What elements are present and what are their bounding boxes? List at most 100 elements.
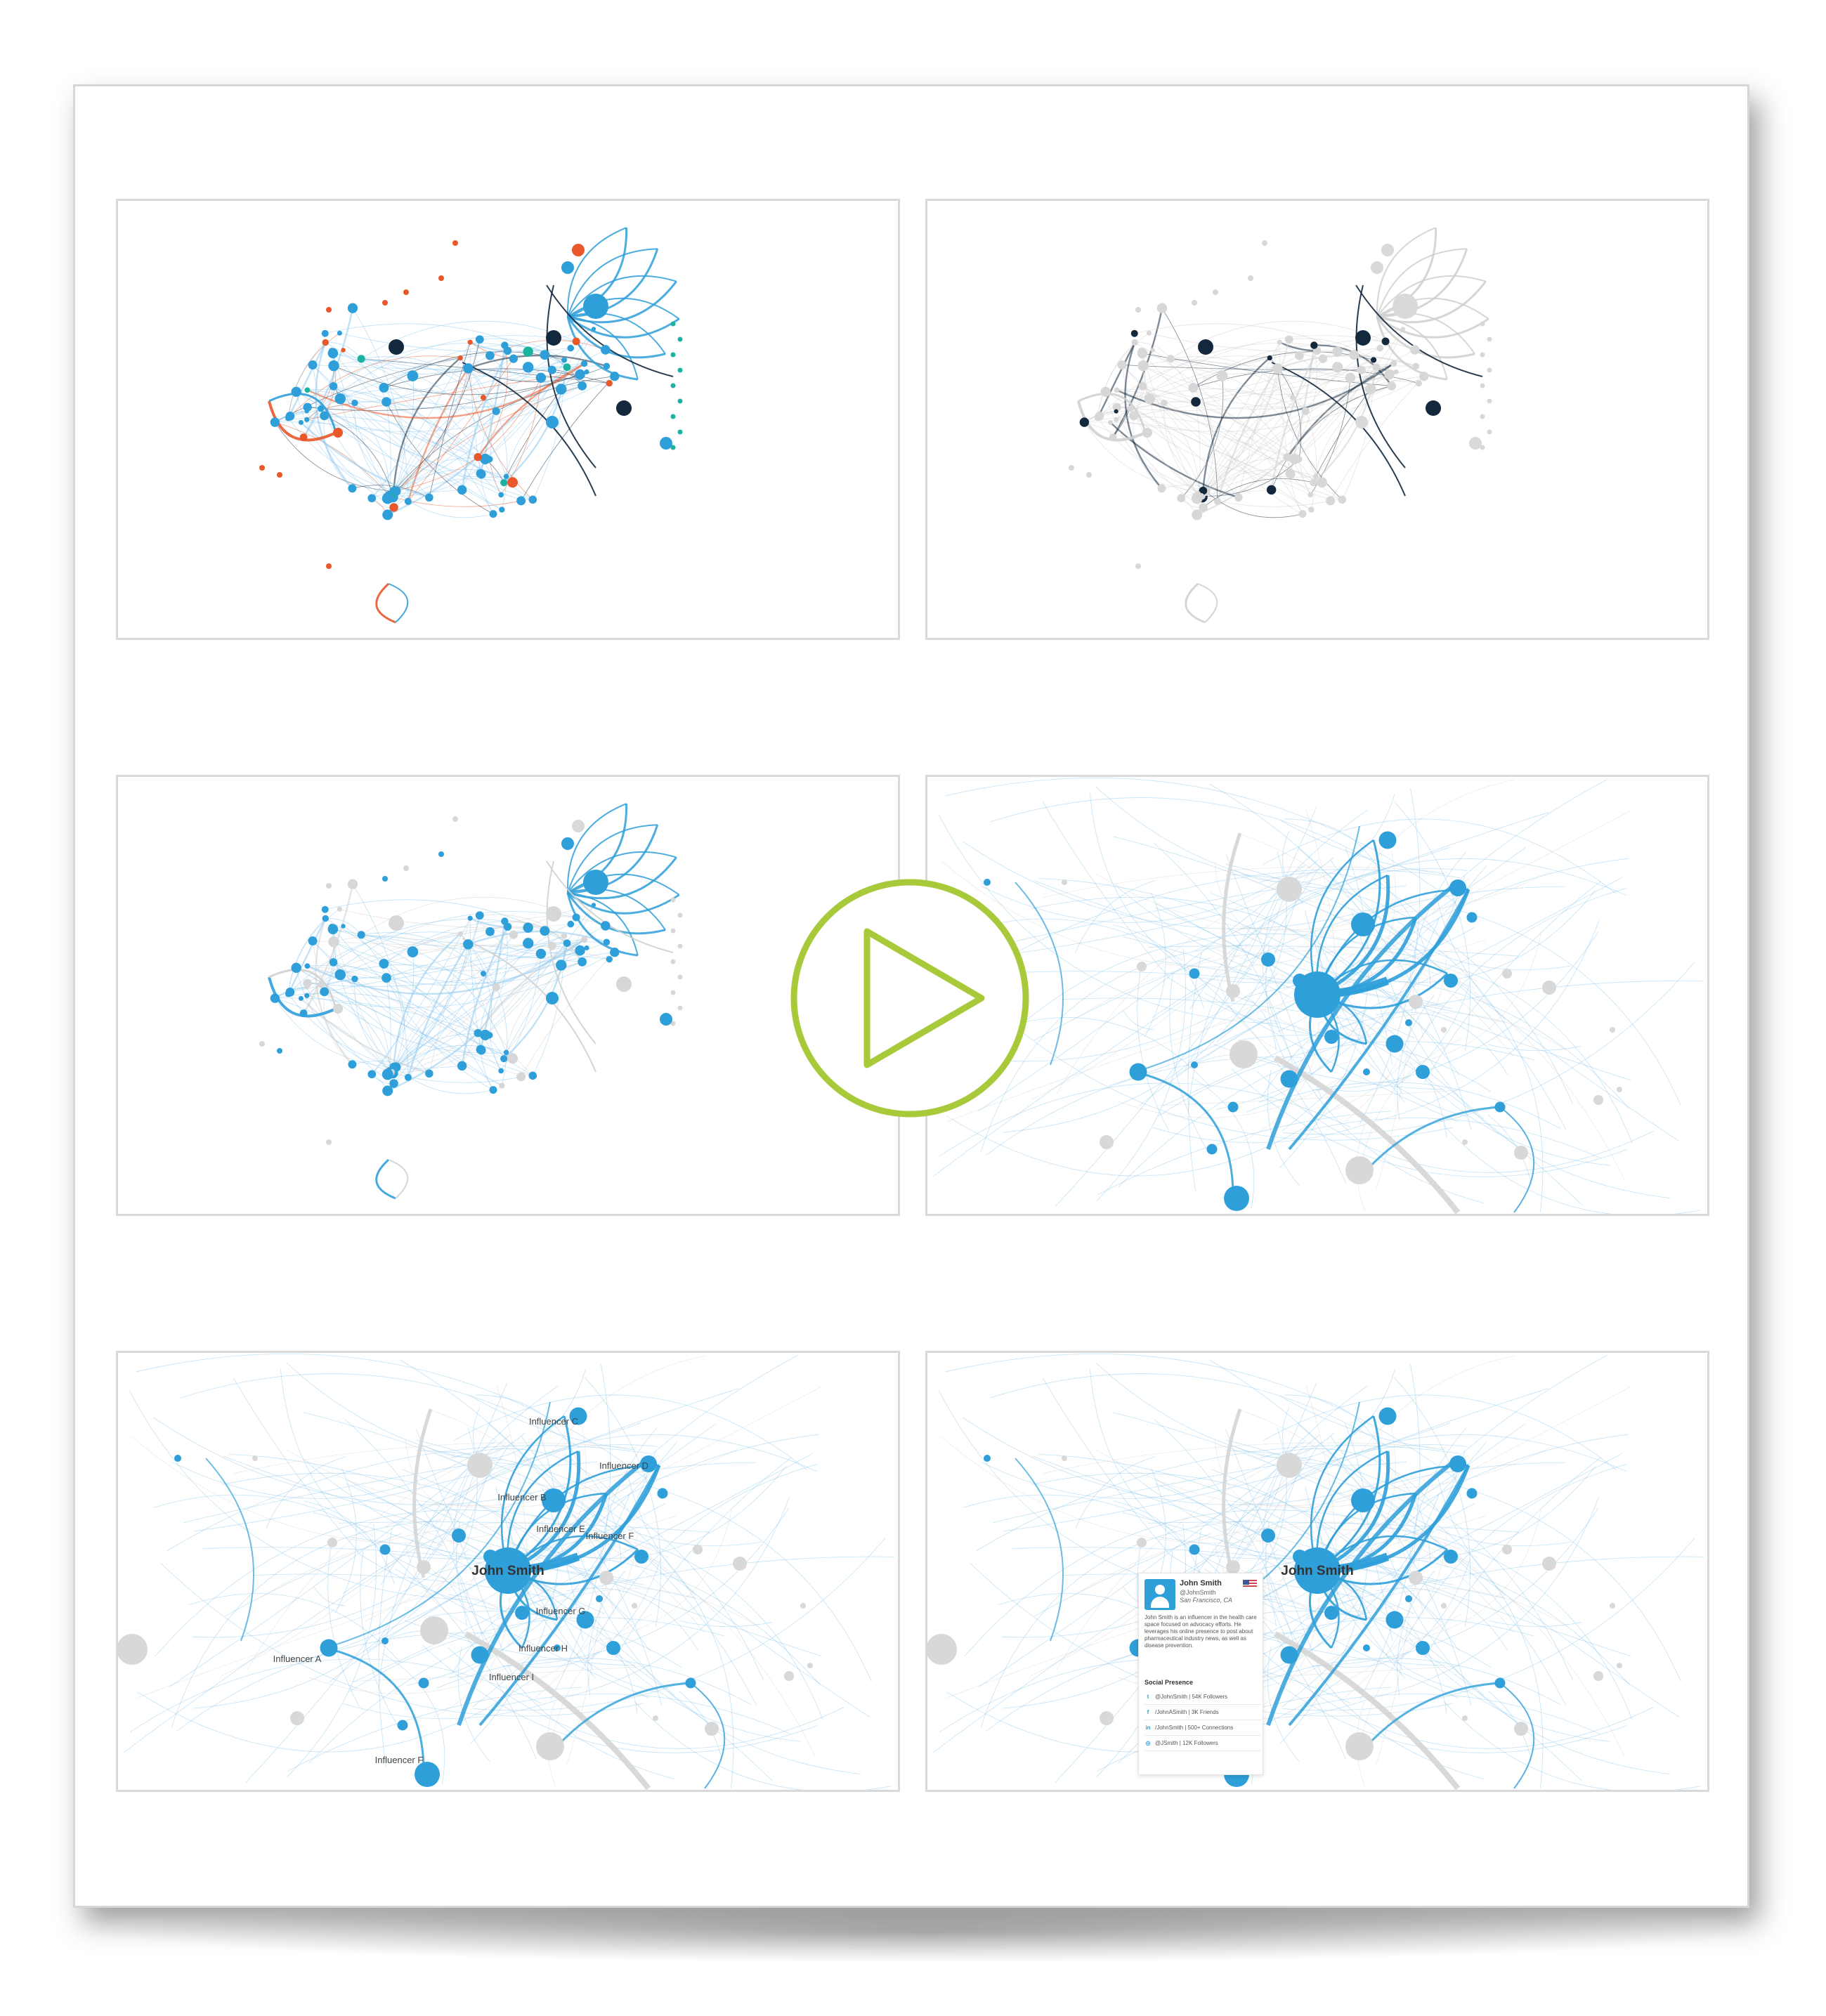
network-graph xyxy=(259,803,683,1200)
graph-node xyxy=(1216,370,1228,381)
graph-edge xyxy=(457,1456,650,1726)
graph-edge xyxy=(1315,388,1371,477)
graph-edge xyxy=(1214,1437,1263,1517)
graph-edge xyxy=(964,1510,1365,1657)
graph-edge xyxy=(945,777,1457,905)
graph-edge xyxy=(567,891,680,915)
graph-edge xyxy=(567,804,627,894)
graph-edge xyxy=(1401,931,1542,1066)
graph-edge xyxy=(1279,1395,1445,1451)
social-row-twitter[interactable]: t @JohnSmith | 54K Followers xyxy=(1144,1690,1261,1705)
social-row-instagram[interactable]: ◎ @JSmith | 12K Followers xyxy=(1144,1736,1261,1751)
graph-node xyxy=(1199,486,1208,495)
graph-edge xyxy=(489,1424,870,1717)
graph-edge xyxy=(1265,1566,1485,1780)
graph-node xyxy=(610,372,620,381)
graph-edge xyxy=(275,997,390,1073)
graph-node xyxy=(348,484,357,493)
graph-node xyxy=(486,456,493,463)
graph-edge xyxy=(288,342,326,419)
graph-node xyxy=(381,492,393,504)
graph-node xyxy=(438,851,444,857)
graph-node xyxy=(1416,1065,1430,1079)
graph-edge xyxy=(1095,873,1470,931)
graph-node xyxy=(509,930,519,939)
graph-edge xyxy=(1336,1075,1409,1092)
graph-edge xyxy=(339,908,571,929)
graph-node xyxy=(333,1004,343,1014)
graph-node xyxy=(1261,953,1275,967)
graph-edge xyxy=(307,374,580,411)
graph-edge xyxy=(1148,1521,1520,1533)
graph-edge xyxy=(1376,316,1447,381)
graph-node xyxy=(1376,344,1384,352)
play-button[interactable] xyxy=(788,877,1031,1120)
graph-edge xyxy=(348,1617,725,1693)
graph-node xyxy=(1277,1453,1302,1478)
graph-edge xyxy=(1214,861,1263,941)
graph-edge xyxy=(1325,999,1447,1137)
graph-edge xyxy=(577,1549,861,1775)
graph-node xyxy=(1345,1732,1374,1760)
graph-edge xyxy=(387,1032,478,1092)
graph-edge xyxy=(1316,1464,1469,1571)
graph-edge xyxy=(461,350,509,490)
graph-node xyxy=(347,879,358,889)
graph-edge xyxy=(354,402,393,498)
graph-node xyxy=(1384,369,1395,380)
graph-edge xyxy=(171,1520,442,1728)
graph-edge xyxy=(1149,332,1381,353)
graph-node xyxy=(670,445,676,450)
graph-edge xyxy=(1312,367,1378,484)
graph-edge xyxy=(521,376,615,502)
graph-edge xyxy=(306,987,394,1084)
graph-node xyxy=(1129,1063,1147,1081)
graph-edge xyxy=(323,415,353,489)
graph-edge xyxy=(407,943,469,1078)
graph-node xyxy=(418,1677,429,1689)
graph-edge xyxy=(275,993,478,1034)
social-row-linkedin[interactable]: in/JohnSmith | 500+ Connections xyxy=(1144,1721,1261,1736)
graph-edge xyxy=(1033,879,1444,1007)
graph-edge xyxy=(306,376,615,432)
graph-edge xyxy=(1152,1120,1376,1144)
graph-edge xyxy=(1209,1359,1472,1706)
graph-node xyxy=(1298,510,1307,518)
graph-edge xyxy=(932,984,1208,1177)
graph-node xyxy=(322,339,329,346)
graph-node xyxy=(1462,1139,1468,1145)
graph-edge xyxy=(332,351,513,483)
profile-card[interactable]: John Smith @JohnSmith San Francisco, CA … xyxy=(1138,1573,1263,1775)
graph-edge xyxy=(502,1507,790,1666)
graph-node xyxy=(299,433,308,441)
graph-node xyxy=(733,1557,747,1571)
graph-edge xyxy=(1319,909,1626,1181)
graph-edge xyxy=(1071,950,1475,1021)
graph-edge xyxy=(980,1520,1251,1728)
graph-edge xyxy=(1180,342,1280,499)
graph-edge xyxy=(981,1441,1305,1499)
graph-edge xyxy=(371,342,471,499)
graph-node xyxy=(367,1070,377,1079)
graph-edge xyxy=(990,797,1389,871)
graph-node xyxy=(304,993,310,998)
graph-edge xyxy=(548,1355,705,1457)
graph-edge xyxy=(386,401,494,515)
graph-edge xyxy=(323,991,353,1065)
graph-edge xyxy=(1305,1694,1600,1734)
graph-node xyxy=(1466,912,1478,923)
graph-edge xyxy=(1282,1451,1466,1708)
graph-node xyxy=(1480,383,1485,388)
graph-edge xyxy=(333,360,497,412)
graph-edge xyxy=(160,1562,644,1717)
graph-edge xyxy=(457,1646,490,1762)
graph-node xyxy=(326,883,332,889)
graph-node xyxy=(1381,337,1390,346)
graph-node xyxy=(382,876,388,882)
graph-node xyxy=(1189,968,1200,979)
social-row-facebook[interactable]: f/JohnASmith | 3K Friends xyxy=(1144,1706,1261,1720)
graph-edge xyxy=(1294,329,1404,459)
graph-edge xyxy=(567,316,639,380)
graph-edge xyxy=(418,1504,822,1657)
graph-edge xyxy=(503,961,582,1059)
